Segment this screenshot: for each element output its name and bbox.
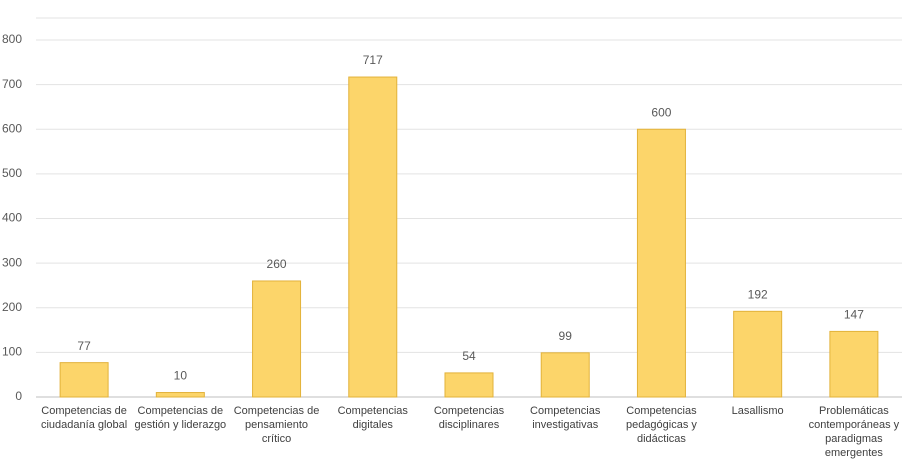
bar bbox=[252, 280, 302, 398]
data-label: 54 bbox=[462, 349, 476, 363]
data-label: 77 bbox=[77, 339, 91, 353]
x-tick-label: Competencias digitales bbox=[337, 405, 408, 431]
data-label: 717 bbox=[363, 53, 383, 67]
data-label: 10 bbox=[174, 369, 188, 383]
x-tick-label: Competencias de gestión y liderazgo bbox=[134, 405, 227, 431]
data-label: 192 bbox=[748, 287, 768, 301]
bar bbox=[636, 128, 686, 398]
x-tick-label: Competencias de pensamiento crítico bbox=[233, 405, 320, 445]
y-tick-label: 200 bbox=[2, 300, 22, 314]
x-tick-label: Lasallismo bbox=[731, 405, 784, 417]
data-label: 99 bbox=[559, 329, 573, 343]
x-tick-label: Competencias disciplinares bbox=[433, 405, 505, 431]
data-label: 147 bbox=[844, 308, 864, 322]
y-tick-label: 800 bbox=[2, 32, 22, 46]
bar bbox=[444, 372, 494, 398]
bar bbox=[540, 352, 590, 398]
y-tick-label: 0 bbox=[15, 389, 22, 403]
data-label: 600 bbox=[651, 105, 671, 119]
x-tick-label: Competencias investigativas bbox=[530, 405, 601, 431]
data-label: 260 bbox=[267, 257, 287, 271]
y-tick-label: 300 bbox=[2, 255, 22, 269]
y-tick-label: 700 bbox=[2, 77, 22, 91]
bar bbox=[733, 310, 783, 398]
y-tick-label: 400 bbox=[2, 211, 22, 225]
bar bbox=[348, 76, 398, 398]
bar bbox=[59, 362, 109, 398]
bar bbox=[155, 392, 205, 398]
y-tick-label: 100 bbox=[2, 345, 22, 359]
x-tick-label: Problemáticas contemporáneas y paradigma… bbox=[808, 405, 900, 459]
x-tick-label: Competencias de ciudadanía global bbox=[40, 405, 128, 431]
y-tick-label: 500 bbox=[2, 166, 22, 180]
bar bbox=[829, 330, 879, 398]
x-tick-label: Competencias pedagógicas y didácticas bbox=[625, 405, 697, 445]
y-tick-label: 600 bbox=[2, 121, 22, 135]
